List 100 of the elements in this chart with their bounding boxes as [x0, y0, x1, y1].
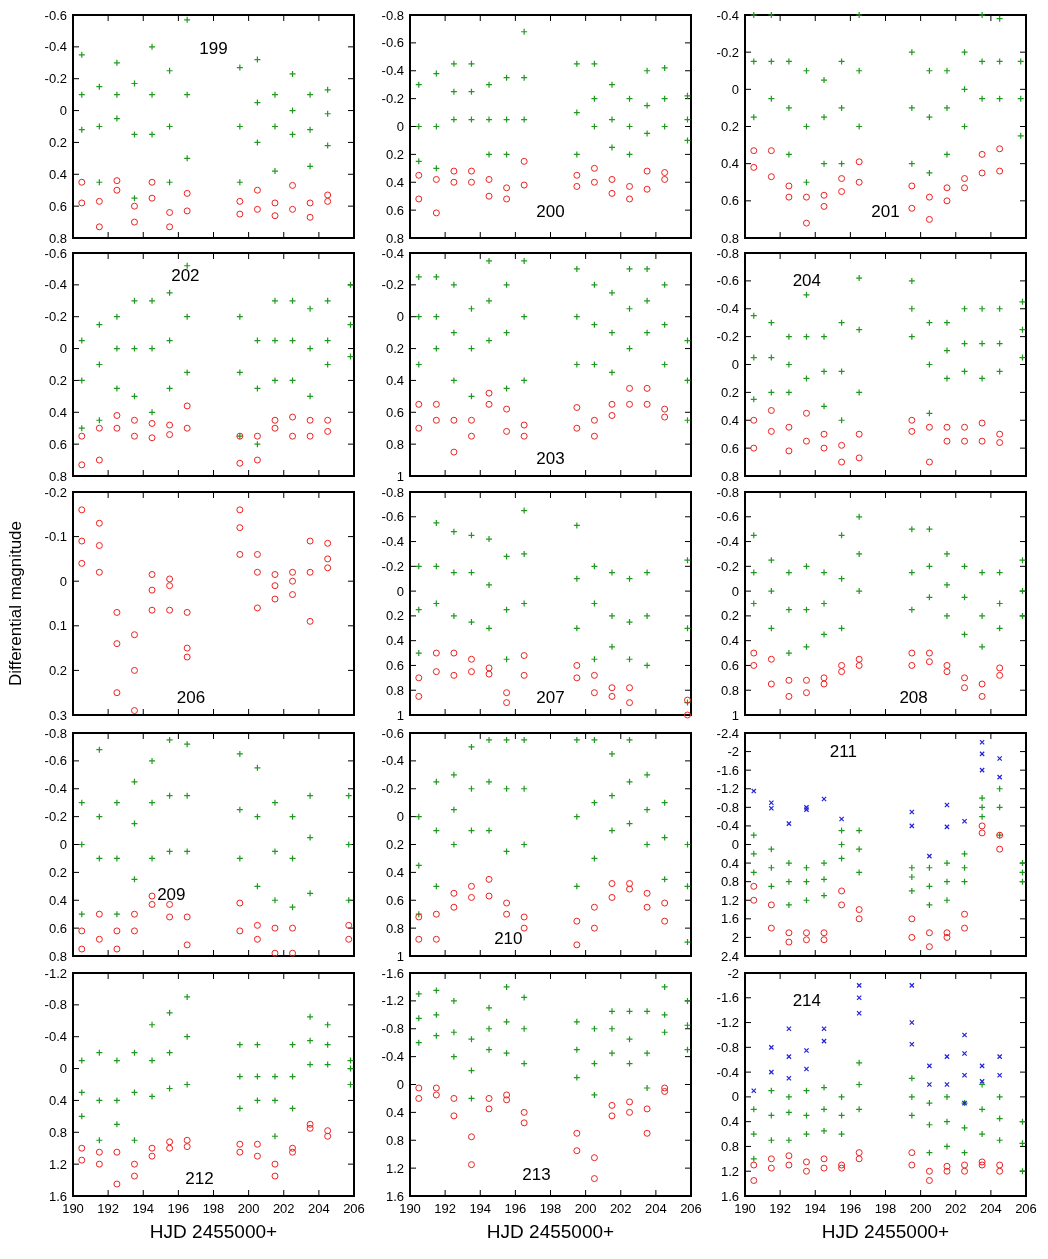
y-tick-label: 0.8: [720, 1138, 739, 1154]
point: [450, 178, 458, 186]
point: [855, 11, 863, 19]
point: [786, 1026, 792, 1032]
point: [802, 929, 810, 937]
point: [485, 115, 493, 124]
point: [590, 689, 598, 697]
point: [590, 281, 599, 289]
point: [271, 212, 279, 220]
point: [467, 893, 475, 901]
point: [148, 91, 156, 99]
point: [925, 215, 933, 223]
point: [306, 162, 314, 170]
point: [520, 913, 528, 921]
y-tick-label: -0.6: [381, 725, 404, 741]
point: [306, 126, 314, 134]
point: [626, 195, 634, 203]
point: [271, 1072, 279, 1081]
point: [271, 924, 279, 932]
point: [820, 929, 828, 937]
x-tick-label: 192: [97, 1201, 119, 1216]
point: [573, 424, 581, 432]
point: [855, 430, 863, 438]
point: [306, 199, 314, 207]
point: [113, 927, 121, 935]
point: [643, 661, 651, 670]
point: [113, 854, 121, 863]
point: [661, 413, 669, 421]
point: [838, 441, 846, 449]
x-tick-label: 192: [769, 1201, 791, 1216]
point: [520, 652, 528, 660]
point: [503, 899, 511, 907]
point: [978, 680, 986, 688]
point: [415, 195, 423, 203]
point: [908, 427, 916, 435]
point: [943, 1093, 951, 1101]
point: [643, 889, 651, 897]
y-tick-label: -0.8: [716, 799, 739, 815]
point: [289, 591, 297, 599]
point: [767, 845, 775, 853]
point: [289, 205, 297, 213]
point: [324, 1132, 332, 1140]
y-tick-label: -0.8: [381, 7, 404, 23]
point: [113, 186, 121, 194]
point: [785, 878, 793, 886]
point: [643, 1129, 651, 1137]
point: [130, 432, 138, 440]
point: [978, 11, 986, 19]
point: [856, 1010, 862, 1016]
point: [271, 376, 279, 385]
x-tick-label: 204: [308, 1201, 330, 1216]
point: [608, 368, 616, 377]
point: [450, 840, 458, 849]
x-tick-label: 200: [574, 1201, 597, 1216]
point: [661, 168, 669, 176]
point: [432, 209, 440, 217]
point: [820, 892, 828, 900]
point: [608, 750, 616, 758]
point: [450, 903, 458, 911]
y-tick-label: 0.8: [48, 948, 67, 964]
y-tick-label: 0.6: [385, 892, 404, 908]
point: [767, 901, 775, 909]
point: [95, 568, 103, 576]
point: [485, 892, 493, 900]
point: [661, 64, 669, 72]
y-tick-label: 0.6: [385, 404, 404, 420]
point: [503, 910, 511, 918]
point: [236, 524, 244, 532]
point: [183, 941, 191, 949]
point: [271, 1160, 279, 1168]
point: [908, 204, 916, 212]
point: [961, 1032, 968, 1038]
point: [750, 1130, 758, 1138]
point: [166, 421, 174, 429]
point: [925, 193, 933, 201]
point: [767, 655, 775, 663]
y-tick-label: -0.2: [381, 91, 404, 107]
point: [838, 887, 846, 895]
point: [750, 649, 758, 657]
point: [820, 202, 828, 210]
y-tick-label: 1: [396, 948, 404, 964]
point: [485, 257, 493, 265]
y-tick-label: 0.4: [720, 412, 739, 428]
point: [802, 437, 810, 445]
point: [166, 582, 174, 590]
y-tick-label: 1: [396, 468, 404, 484]
point: [643, 840, 651, 849]
y-tick-label: -1.2: [44, 965, 67, 981]
y-tick-label: -0.4: [44, 277, 67, 293]
point: [785, 57, 793, 66]
point: [485, 1046, 493, 1054]
point: [643, 612, 651, 620]
point: [643, 167, 651, 175]
point: [767, 680, 775, 688]
point: [925, 169, 934, 177]
point: [996, 774, 1003, 780]
point: [289, 432, 297, 440]
point: [113, 177, 121, 185]
point: [166, 606, 174, 614]
point: [979, 1078, 985, 1085]
